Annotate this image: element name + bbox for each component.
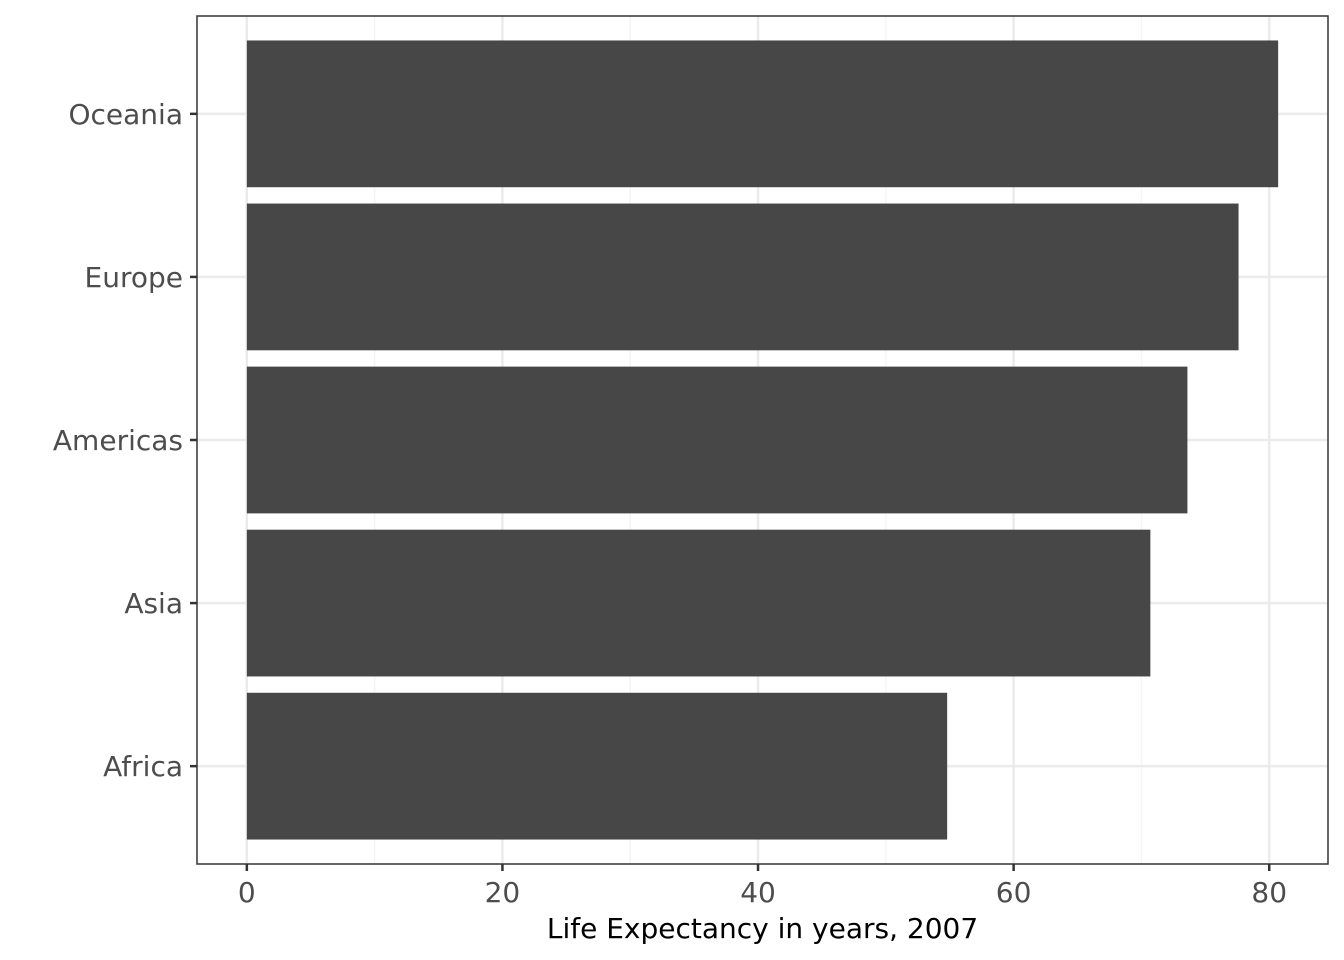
y-tick-label: Europe bbox=[85, 261, 183, 294]
y-axis: Africa Asia Americas Europe Oceania bbox=[53, 98, 197, 783]
x-tick-label: 60 bbox=[996, 876, 1032, 909]
y-tick-label: Asia bbox=[124, 587, 183, 620]
x-tick-label: 0 bbox=[238, 876, 256, 909]
bar-africa bbox=[246, 692, 948, 840]
bar-oceania bbox=[246, 40, 1279, 188]
bar-europe bbox=[246, 203, 1239, 351]
y-tick-label: Africa bbox=[103, 750, 183, 783]
x-tick-label: 40 bbox=[740, 876, 776, 909]
x-axis-title: Life Expectancy in years, 2007 bbox=[547, 912, 978, 945]
x-tick-label: 80 bbox=[1251, 876, 1287, 909]
y-tick-label: Americas bbox=[53, 424, 183, 457]
x-tick-label: 20 bbox=[485, 876, 521, 909]
bars bbox=[246, 40, 1279, 840]
bar-asia bbox=[246, 529, 1151, 677]
x-axis: 0 20 40 60 80 bbox=[238, 864, 1287, 909]
y-tick-label: Oceania bbox=[68, 98, 183, 131]
bar-americas bbox=[246, 366, 1188, 514]
